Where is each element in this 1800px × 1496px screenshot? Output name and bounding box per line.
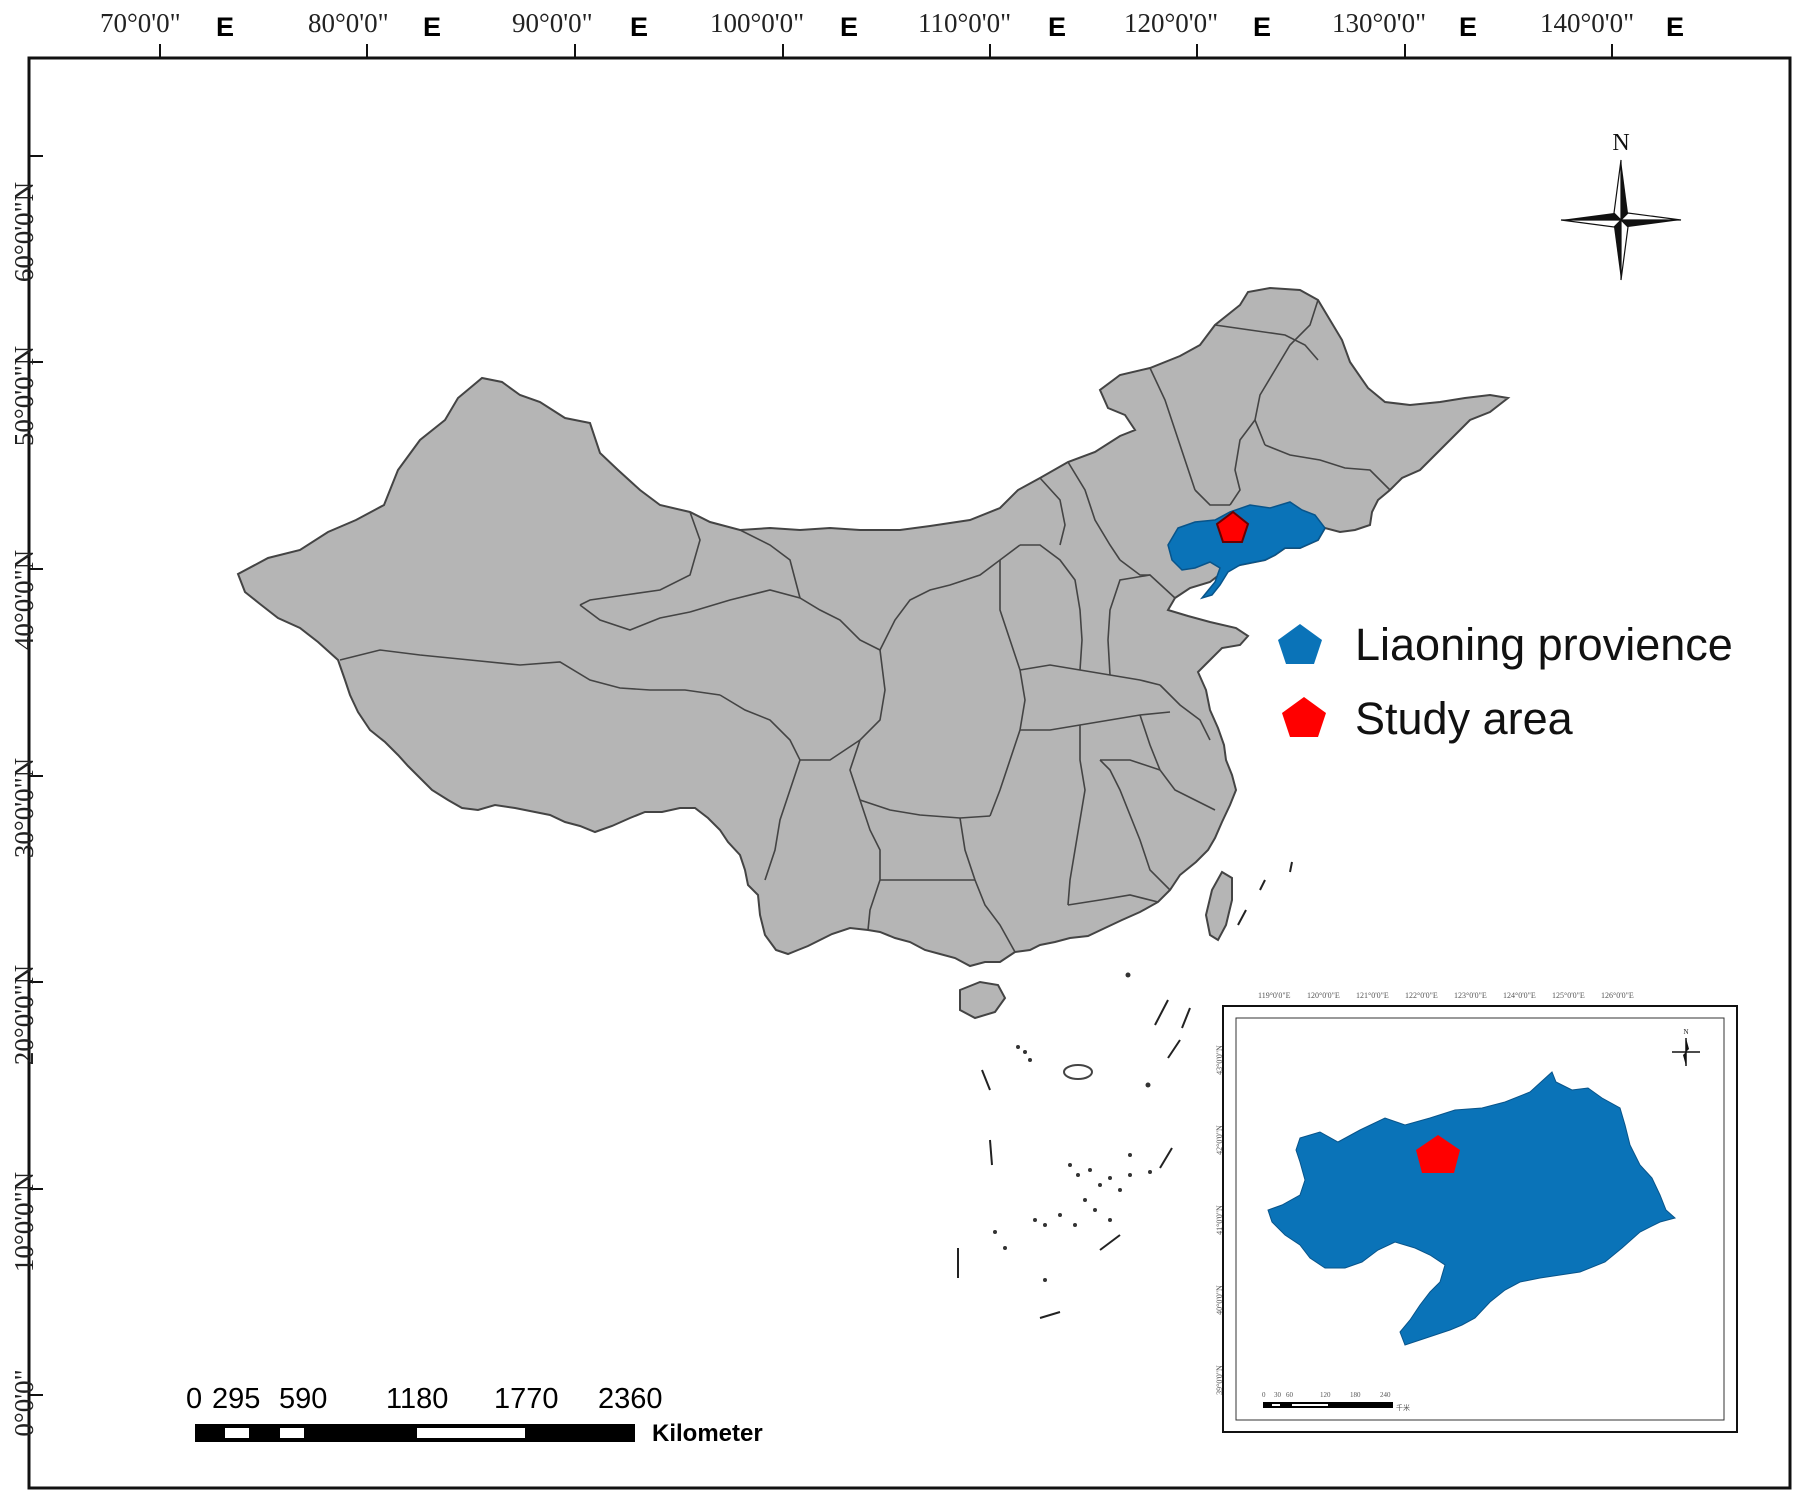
inset-lon-123: 123°0'0"E [1454,991,1487,1000]
pentagon-blue-icon [1278,624,1322,664]
inset-lat-40: 40°0'0"N [1215,1285,1224,1315]
south-china-sea-features [957,861,1293,1319]
province-boundaries [339,299,1391,953]
island-outline [1063,1064,1093,1080]
inset-lon-126: 126°0'0"E [1601,991,1634,1000]
inset-map: 119°0'0"E 120°0'0"E 121°0'0"E 122°0'0"E … [1215,991,1738,1433]
legend-item-liaoning: Liaoning provience [1278,619,1733,670]
scale-bar-white-2 [280,1428,304,1438]
lon-suffix-80: E [423,12,441,42]
scale-bar-white-3 [417,1428,525,1438]
liaoning-province [1167,501,1326,600]
scale-tick-1770: 1770 [494,1383,559,1415]
inset-lat-42: 42°0'0"N [1215,1125,1224,1155]
scale-unit: Kilometer [652,1420,763,1447]
inset-lat-43: 43°0'0"N [1215,1045,1224,1075]
china-mainland [236,286,1511,968]
inset-scale-tick-30: 30 [1274,1391,1282,1399]
inset-scale-tick-180: 180 [1350,1391,1361,1399]
scale-tick-2360: 2360 [598,1383,663,1415]
inset-study-area [1416,1135,1460,1173]
lon-suffix-140: E [1666,12,1684,42]
legend: Liaoning provience Study area [1278,619,1733,744]
inset-lon-121: 121°0'0"E [1356,991,1389,1000]
lat-label-50: 50°0'0"N [9,346,39,446]
pentagon-red-icon [1282,697,1326,737]
inset-scale-tick-120: 120 [1320,1391,1331,1399]
lon-suffix-130: E [1459,12,1477,42]
north-label: N [1612,130,1629,156]
scale-tick-0: 0 [186,1383,202,1415]
lon-label-100: 100°0'0" [710,8,804,38]
inset-lon-122: 122°0'0"E [1405,991,1438,1000]
scattered-islets [993,972,1152,1282]
latitude-ticks [29,155,43,1396]
lon-label-110: 110°0'0" [918,8,1011,38]
study-area-marker [1215,510,1250,543]
inset-liaoning-province [1267,1071,1677,1346]
lon-label-90: 90°0'0" [512,8,593,38]
taiwan-island [1204,870,1233,942]
latitude-labels: 60°0'0"N 50°0'0"N 40°0'0"N 30°0'0"N 20°0… [9,182,39,1437]
scale-tick-295: 295 [212,1383,260,1415]
inset-lon-124: 124°0'0"E [1503,991,1536,1000]
scale-bar: 0 295 590 1180 1770 2360 Kilometer [186,1383,763,1447]
inset-scale-white-2 [1292,1404,1328,1406]
inset-scale-tick-240: 240 [1380,1391,1391,1399]
lat-label-30: 30°0'0"N [9,758,39,858]
inset-scale-tick-60: 60 [1286,1391,1294,1399]
inset-scale-unit: 千米 [1396,1403,1410,1412]
scale-bar-frame [195,1424,635,1442]
lat-label-60: 60°0'0"N [9,182,39,282]
inset-inner-frame [1235,1017,1725,1421]
lon-label-130: 130°0'0" [1332,8,1426,38]
inset-scale-tick-0: 0 [1262,1391,1266,1399]
lat-label-0: 0°0'0" [9,1369,39,1436]
legend-item-study-area: Study area [1282,693,1574,744]
north-arrow-icon: N [1560,130,1682,281]
lat-label-20: 20°0'0"N [9,965,39,1065]
lat-label-10: 10°0'0"N [9,1172,39,1272]
lon-suffix-70: E [216,12,234,42]
scale-bar-white-1 [225,1428,249,1438]
longitude-ticks [159,44,1613,58]
hainan-island [959,980,1007,1020]
inset-scale-white-1 [1272,1404,1280,1406]
inset-lon-125: 125°0'0"E [1552,991,1585,1000]
lon-suffix-110: E [1048,12,1066,42]
lon-suffix-120: E [1253,12,1271,42]
inset-north-label: N [1683,1028,1688,1036]
inset-lon-119: 119°0'0"E [1258,991,1291,1000]
china-landmass [236,286,1511,1080]
longitude-labels: 70°0'0" E 80°0'0" E 90°0'0" E 100°0'0" E… [100,8,1684,42]
lon-suffix-90: E [630,12,648,42]
lon-suffix-100: E [840,12,858,42]
inset-north-arrow-icon: N [1672,1028,1700,1066]
inset-scale-bar: 0 30 60 120 180 240 千米 [1262,1391,1410,1412]
inset-lon-ticks: 119°0'0"E 120°0'0"E 121°0'0"E 122°0'0"E … [1258,991,1634,1000]
lat-label-40: 40°0'0"N [9,550,39,650]
legend-label-liaoning: Liaoning provience [1355,619,1733,670]
inset-lat-ticks: 43°0'0"N 42°0'0"N 41°0'0"N 40°0'0"N 39°0… [1215,1045,1224,1395]
inset-lon-120: 120°0'0"E [1307,991,1340,1000]
lon-label-70: 70°0'0" [100,8,181,38]
inset-lat-41: 41°0'0"N [1215,1205,1224,1235]
scale-tick-1180: 1180 [386,1383,448,1415]
inset-lat-39: 39°0'0"N [1215,1365,1224,1395]
lon-label-120: 120°0'0" [1124,8,1218,38]
lon-label-140: 140°0'0" [1540,8,1634,38]
scale-tick-590: 590 [279,1383,327,1415]
legend-label-study-area: Study area [1355,693,1574,744]
lon-label-80: 80°0'0" [308,8,389,38]
